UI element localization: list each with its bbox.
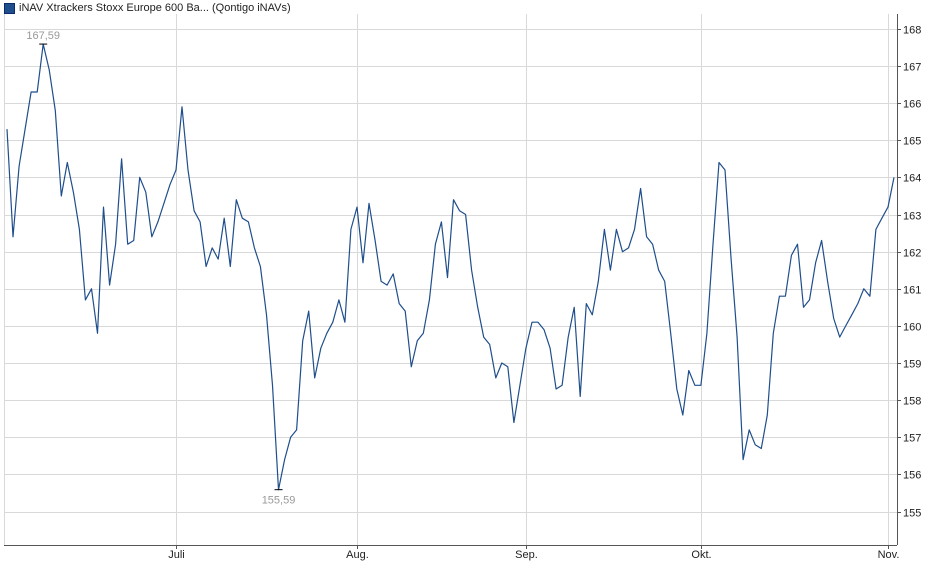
x-tick-label: Okt.: [691, 549, 711, 561]
x-tick-label: Sep.: [515, 549, 538, 561]
extreme-label: 167,59: [26, 30, 60, 42]
y-tick-label: 163: [903, 211, 921, 223]
tick-labels: 155 156 157 158 159 160 161 162 163 164 165 166 167 1…: [168, 25, 921, 562]
x-tick-label: Nov.: [878, 549, 900, 561]
y-tick-label: 168: [903, 25, 921, 37]
y-tick-label: 155: [903, 508, 921, 520]
gridlines: [4, 14, 897, 545]
y-tick-label: 156: [903, 470, 921, 482]
y-tick-label: 165: [903, 136, 921, 148]
y-tick-label: 157: [903, 433, 921, 445]
x-tick-label: Aug.: [346, 549, 369, 561]
chart-title: iNAV Xtrackers Stoxx Europe 600 Ba... (Q…: [19, 2, 291, 14]
y-tick-label: 164: [903, 173, 921, 185]
y-tick-label: 166: [903, 99, 921, 111]
x-tick-label: Juli: [168, 549, 185, 561]
y-tick-label: 161: [903, 285, 921, 297]
axes: [4, 14, 901, 549]
extreme-label: 155,59: [262, 495, 296, 507]
series: [6, 43, 895, 491]
y-tick-label: 159: [903, 359, 921, 371]
y-tick-label: 162: [903, 248, 921, 260]
legend: iNAV Xtrackers Stoxx Europe 600 Ba... (Q…: [4, 2, 291, 14]
y-tick-label: 167: [903, 62, 921, 74]
y-tick-label: 158: [903, 396, 921, 408]
price-line: [6, 43, 895, 491]
y-tick-label: 160: [903, 322, 921, 334]
legend-swatch: [4, 2, 15, 14]
annotations: 167,59 155,59: [26, 30, 295, 507]
